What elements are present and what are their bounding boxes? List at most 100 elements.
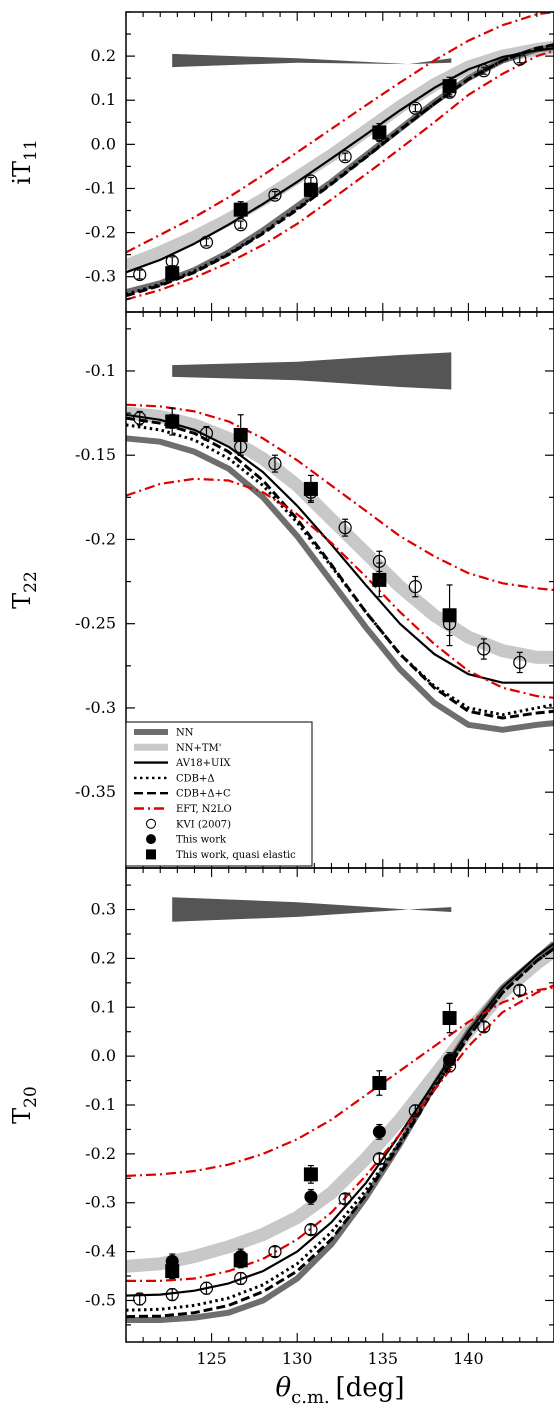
y-tick-label: -0.15: [75, 445, 116, 464]
data-point-kvi: [513, 655, 527, 670]
series-eft-n2lo-upper-: [126, 986, 554, 1177]
legend: NN NN+TM' AV18+UIX CDB+Δ CDB+Δ+C EFT, N2LO KVI…: [125, 721, 313, 867]
y-tick-label: -0.3: [85, 698, 116, 717]
series-nn-tm-: [126, 945, 554, 1273]
y-tick-label: -0.3: [85, 267, 116, 286]
data-point-quasi-elastic: [372, 125, 387, 140]
series-nn-tm-: [126, 40, 554, 272]
panel-2: -0.35 -0.3 -0.25 -0.2 -0.15 -0.1 T22: [8, 311, 554, 869]
data-point-kvi: [133, 267, 147, 282]
data-point-this-work: [372, 1125, 386, 1139]
data-point-quasi-elastic: [442, 79, 457, 94]
data-point-this-work: [443, 1053, 457, 1067]
data-point-quasi-elastic: [233, 427, 248, 442]
data-point-quasi-elastic: [303, 481, 318, 496]
data-point-quasi-elastic: [165, 414, 180, 429]
x-tick-label: 140: [453, 1349, 484, 1368]
data-point-kvi: [199, 235, 214, 249]
y-axis-label-main: T: [8, 1108, 36, 1124]
series-nn: [126, 435, 554, 733]
legend-marker-filled-square: [146, 849, 156, 860]
y-axis-label: T22: [8, 571, 41, 609]
y-tick-label: -0.1: [85, 361, 116, 380]
y-tick-label: -0.25: [75, 614, 116, 633]
panel-3-plot-area: [126, 897, 554, 1323]
y-tick-label: 0.0: [91, 134, 116, 153]
y-tick-label: -0.1: [85, 178, 116, 197]
series-cdb-: [126, 947, 554, 1312]
data-point-kvi: [408, 101, 422, 115]
series-cdb-c: [126, 947, 554, 1319]
data-point-quasi-elastic: [233, 1253, 248, 1268]
data-point-kvi: [477, 642, 491, 656]
y-tick-label: 0.3: [91, 900, 116, 919]
legend-label: AV18+UIX: [175, 758, 231, 769]
data-point-kvi: [338, 521, 352, 535]
y-tick-label: 0.0: [91, 1046, 116, 1065]
uncertainty-band: [172, 897, 452, 922]
y-tick-label: -0.2: [85, 223, 116, 242]
x-axis-label: θc.m. [deg]: [276, 1373, 405, 1406]
y-tick-label: 0.2: [91, 46, 116, 65]
series-eft-n2lo-upper-: [126, 12, 554, 254]
data-point-kvi: [199, 426, 214, 440]
y-tick-label: 0.2: [91, 948, 116, 967]
legend-label: NN: [176, 728, 194, 739]
data-point-kvi: [408, 1104, 422, 1118]
panel-1: -0.3 -0.2 -0.1 0.0 0.1 0.2 iT11: [8, 11, 554, 313]
data-point-quasi-elastic: [303, 182, 318, 197]
legend-label: This work: [176, 835, 227, 846]
data-point-kvi: [234, 1271, 248, 1286]
data-point-this-work: [304, 1190, 318, 1204]
uncertainty-band: [172, 53, 452, 68]
data-point-quasi-elastic: [442, 1011, 457, 1026]
y-axis-label-subscript: 22: [21, 571, 41, 593]
y-tick-label: -0.35: [75, 782, 116, 801]
data-point-kvi: [513, 52, 527, 66]
data-point-quasi-elastic: [372, 572, 387, 587]
data-point-kvi: [304, 1223, 318, 1237]
y-tick-label: -0.2: [85, 529, 116, 548]
data-point-kvi: [338, 1192, 352, 1206]
legend-marker-open-circle: [145, 818, 157, 829]
data-point-kvi: [268, 1244, 282, 1259]
y-axis-label-subscript: 20: [21, 1086, 41, 1108]
legend-label: CDB+Δ+C: [176, 789, 231, 800]
series-eft-n2lo-upper-: [126, 403, 554, 592]
y-axis-label-main: iT: [8, 161, 36, 185]
data-point-quasi-elastic: [165, 1264, 180, 1279]
data-point-kvi: [165, 1287, 179, 1302]
data-point-kvi: [477, 1020, 491, 1034]
y-axis-label: iT11: [8, 139, 41, 184]
x-axis-label-theta: θ: [276, 1373, 292, 1403]
data-point-kvi: [133, 1292, 147, 1306]
data-point-kvi: [234, 218, 248, 232]
panel-3-frame: [125, 867, 554, 1343]
legend-label: This work, quasi elastic: [176, 850, 296, 861]
data-point-kvi: [268, 457, 282, 471]
y-tick-label: -0.5: [85, 1290, 116, 1309]
data-point-kvi: [133, 411, 147, 425]
data-point-kvi: [268, 188, 282, 202]
panel-2-plot-area: [126, 352, 554, 733]
x-axis-label-subscript: c.m.: [291, 1387, 335, 1406]
y-tick-label: -0.4: [85, 1242, 116, 1261]
data-point-quasi-elastic: [165, 266, 180, 281]
data-point-kvi: [477, 64, 491, 78]
data-point-quasi-elastic: [233, 202, 248, 217]
data-point-kvi: [338, 150, 352, 164]
series-cdb-c: [126, 416, 554, 720]
y-tick-label: 0.1: [91, 90, 116, 109]
data-point-kvi: [408, 580, 422, 594]
series-eft-n2lo-lower-: [126, 477, 554, 699]
panel-3: -0.5 -0.4 -0.3 -0.2 -0.1 0.0 0.1 0.2 0.3 T20: [8, 867, 554, 1343]
uncertainty-band: [172, 352, 452, 390]
y-tick-label: -0.3: [85, 1193, 116, 1212]
y-axis-label-main: T: [8, 593, 36, 609]
y-tick-label: 0.1: [91, 997, 116, 1016]
series-cdb-c: [126, 43, 554, 298]
x-tick-label: 135: [368, 1349, 399, 1368]
y-tick-label: -0.2: [85, 1144, 116, 1163]
x-axis-label-unit: [deg]: [336, 1373, 405, 1403]
